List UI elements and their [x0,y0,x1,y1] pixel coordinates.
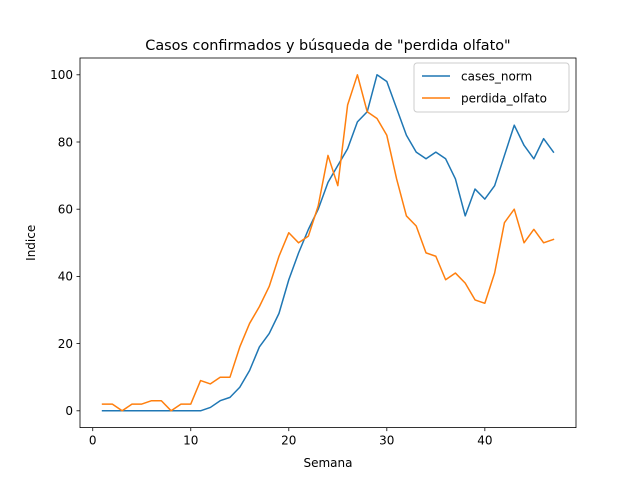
ticks-layer: 0 10 20 30 40 0 20 40 60 80 100 [50,68,492,448]
plot-layer [101,74,555,412]
y-tick-label: 80 [58,135,73,149]
series-points-perdida-olfato [102,74,554,411]
x-tick-label: 20 [281,434,296,448]
y-tick-label: 0 [65,404,73,418]
axes-frame [79,57,577,429]
x-tick-label: 0 [89,434,97,448]
y-tick-label: 60 [58,203,73,217]
y-tick-label: 100 [50,68,73,82]
legend-box [413,62,570,113]
chart-title: Casos confirmados y búsqueda de "perdida… [145,38,510,54]
y-tick-label: 20 [58,337,73,351]
legend-label-perdida-olfato: perdida_olfato [461,92,547,106]
x-axis-label: Semana [303,456,352,470]
x-tick-label: 40 [477,434,492,448]
y-axis-label: Indice [24,225,38,261]
y-tick-label: 40 [58,270,73,284]
x-tick-label: 10 [183,434,198,448]
series-points-cases-norm [102,74,554,411]
x-tick-label: 30 [379,434,394,448]
legend: cases_norm perdida_olfato [413,62,570,113]
legend-label-cases-norm: cases_norm [461,70,532,84]
